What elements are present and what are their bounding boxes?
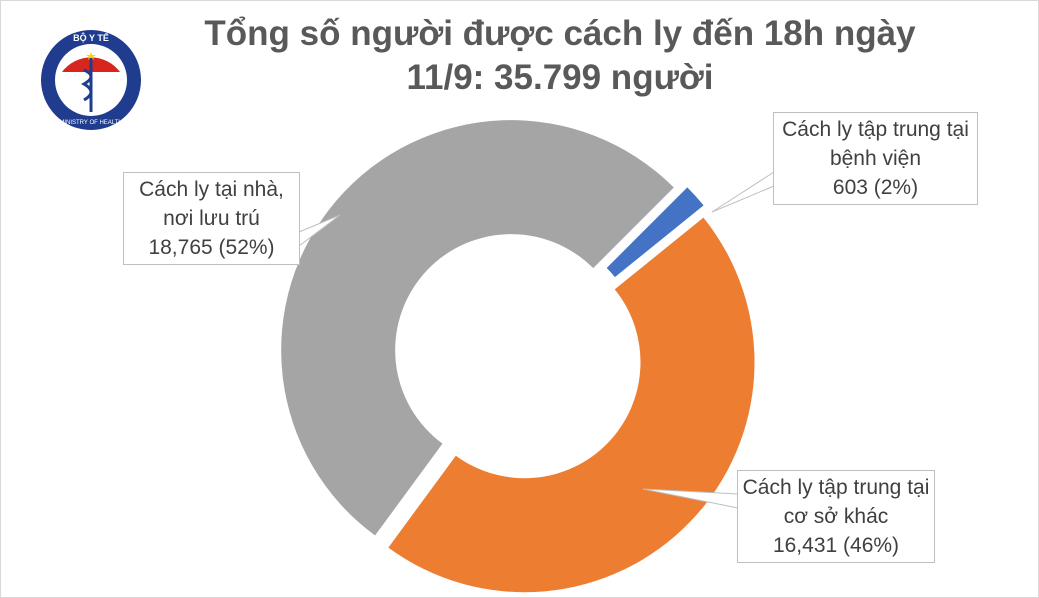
leaders (298, 171, 775, 509)
value-label: 18,765 (52%) (148, 236, 275, 259)
logo: BỘ Y TẾ MINISTRY OF HEALTH (41, 30, 141, 130)
chart-title: 11/9: 35.799 người (406, 58, 714, 97)
chart-title: Tổng số người được cách ly đến 18h ngày (204, 14, 916, 53)
leader (298, 214, 341, 247)
value-label: 603 (2%) (832, 176, 919, 199)
logo-snake (80, 68, 93, 102)
category-label: Cách ly tập trung tại cơ sở khác (742, 476, 930, 528)
value-label: 16,431 (46%) (772, 534, 900, 557)
category-label: Cách ly tập trung tại bệnh viện (782, 118, 969, 170)
slice (281, 120, 674, 536)
slice-label: Cách ly tập trung tại cơ sở khác 16,431 (… (737, 470, 935, 563)
category-label: Cách ly tại nhà, nơi lưu trú (139, 178, 284, 230)
logo-bottom: MINISTRY OF HEALTH (59, 120, 122, 126)
slice-label: Cách ly tại nhà, nơi lưu trú 18,765 (52%) (123, 172, 300, 265)
leader (642, 488, 739, 509)
slice (606, 187, 704, 278)
logo-top: BỘ Y TẾ (73, 32, 109, 43)
logo-star (86, 52, 96, 60)
leader (711, 171, 775, 213)
slice-label: Cách ly tập trung tại bệnh viện 603 (2%) (773, 112, 978, 205)
slice (388, 217, 755, 593)
